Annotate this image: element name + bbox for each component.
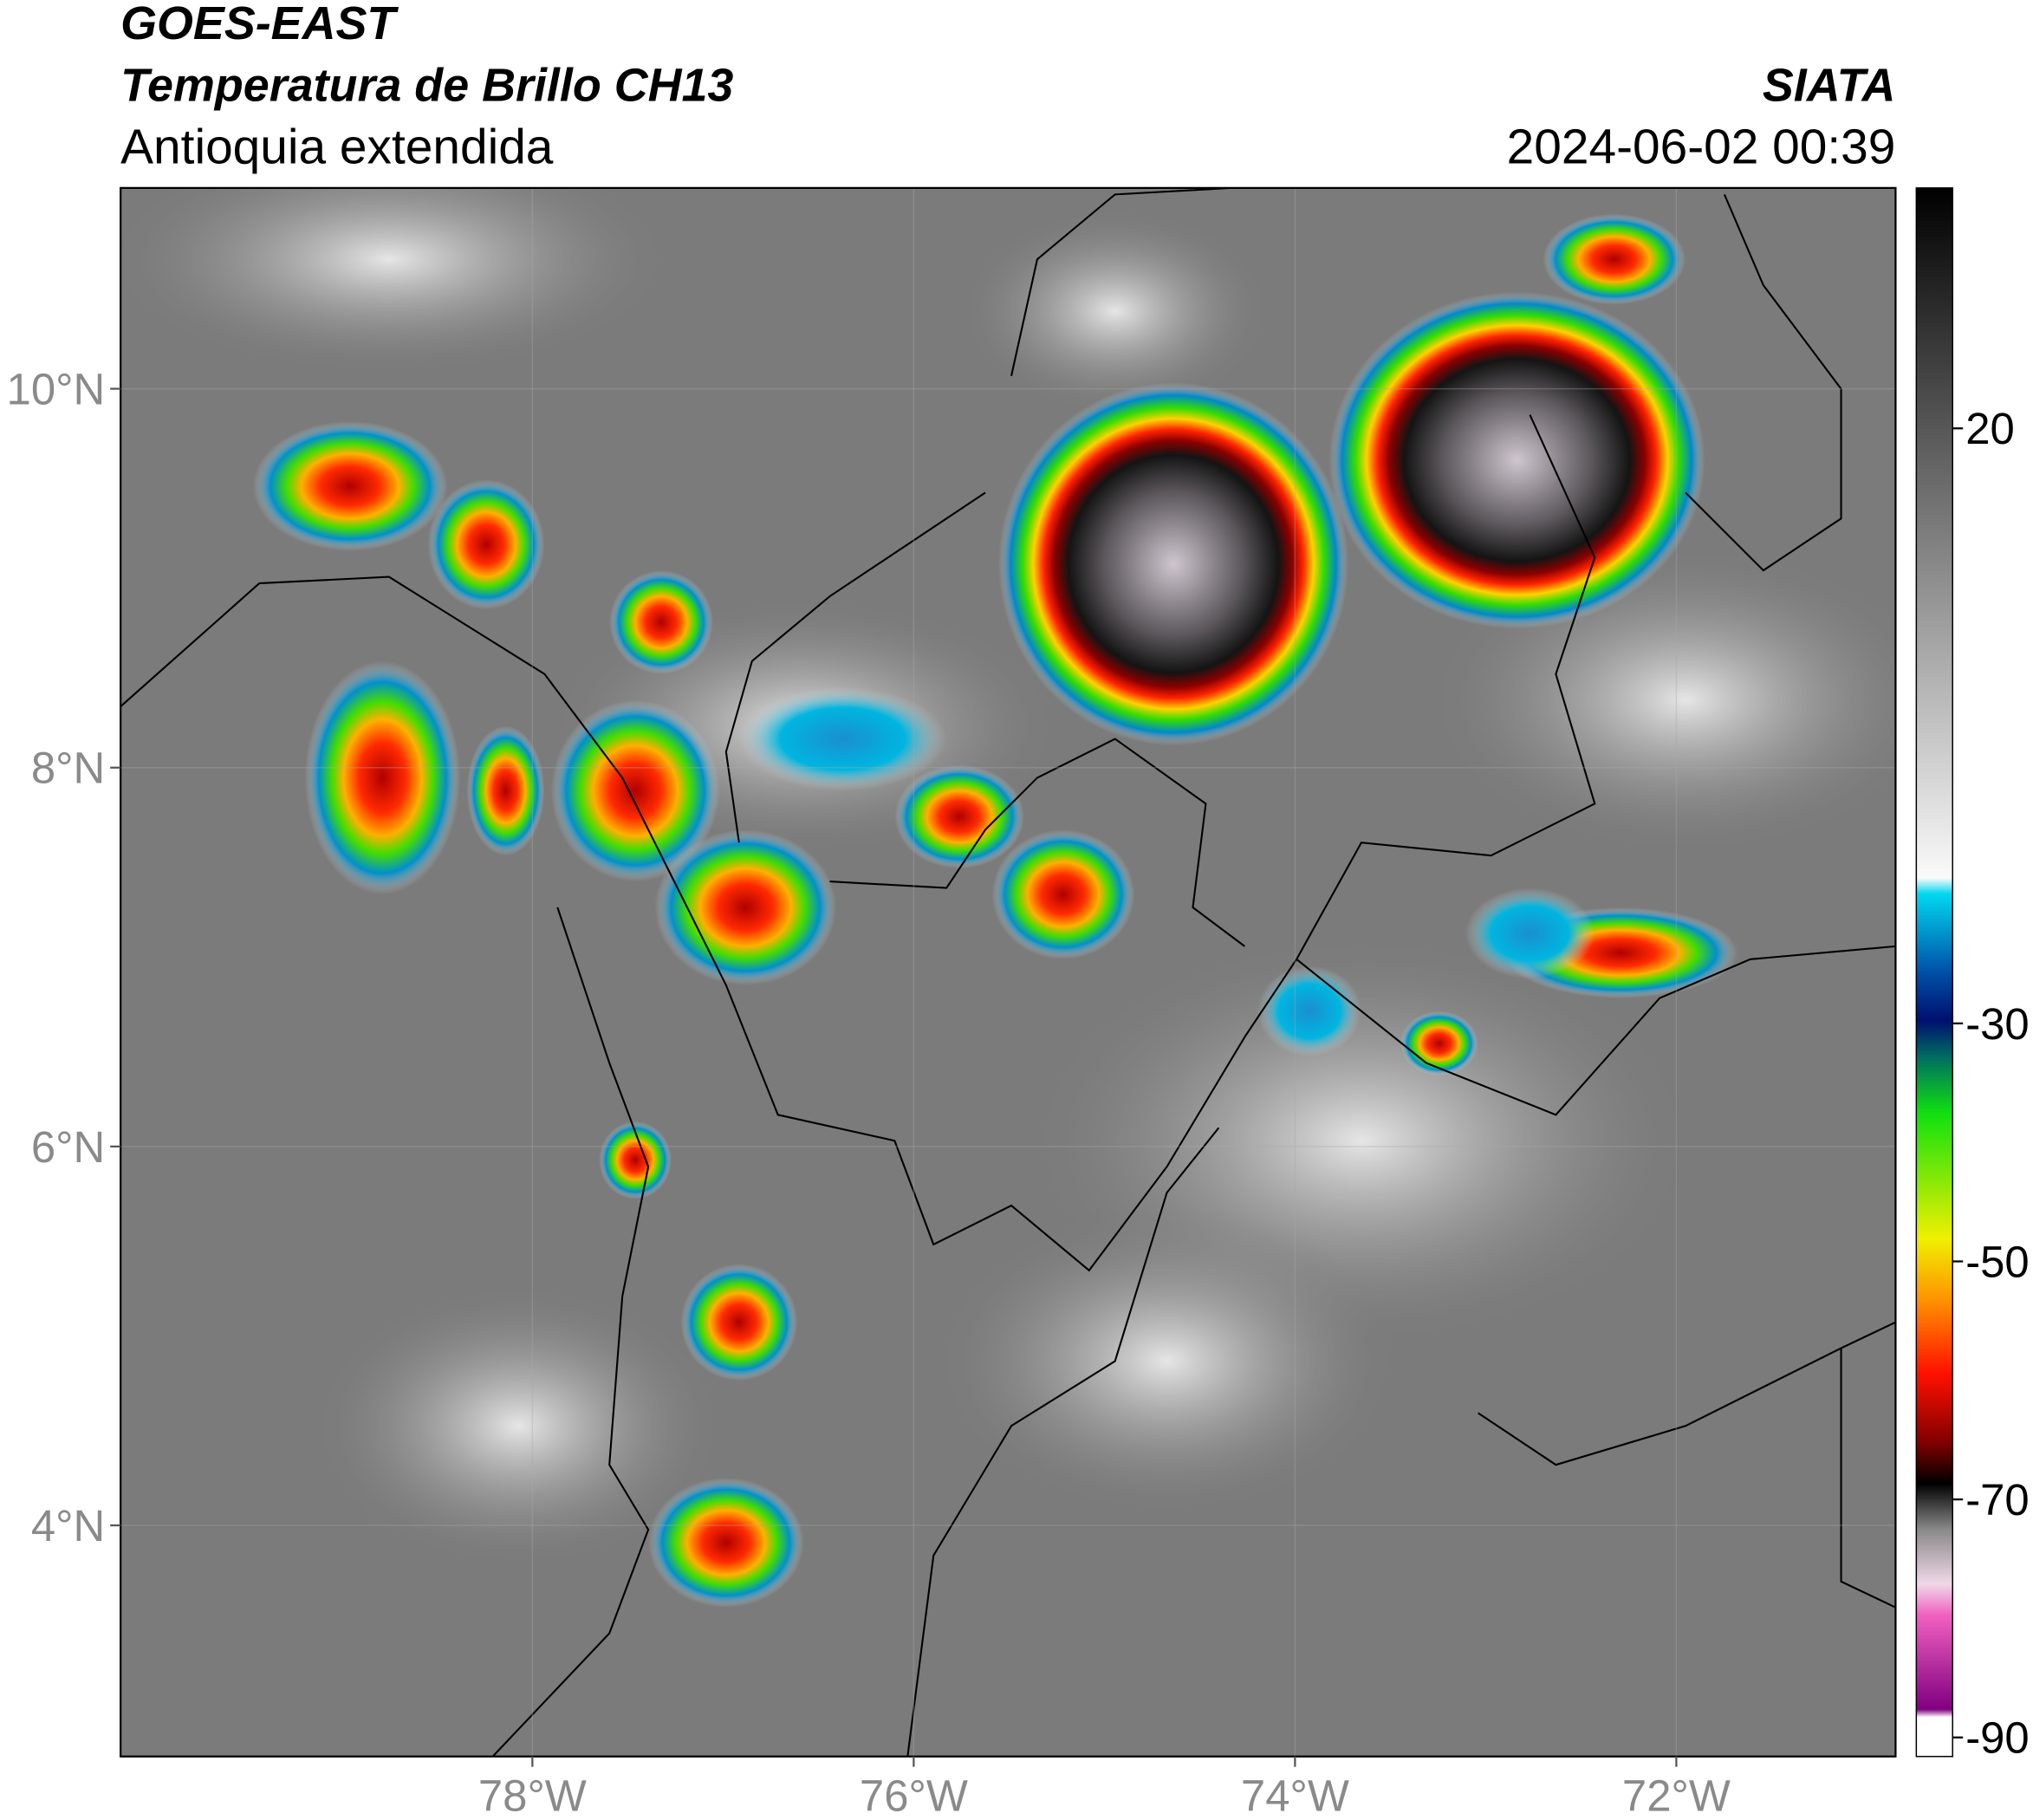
storm — [550, 699, 720, 882]
x-tick-label: 78°W — [478, 1771, 587, 1820]
colorbar-tick-label: 20 — [1965, 404, 2015, 453]
colorbar — [1915, 187, 1953, 1758]
storm — [1257, 965, 1361, 1057]
border — [1010, 187, 1232, 376]
storm — [1543, 213, 1686, 305]
x-tick-label: 76°W — [860, 1771, 968, 1820]
storm — [609, 570, 713, 674]
x-tick-label: 74°W — [1241, 1771, 1349, 1820]
storm — [1328, 291, 1705, 629]
border — [1296, 945, 1896, 1116]
border — [1296, 414, 1596, 960]
map-image — [120, 187, 1896, 1757]
storm — [252, 421, 448, 551]
storm — [654, 829, 837, 985]
border — [491, 907, 650, 1757]
storm — [998, 382, 1349, 746]
grid — [120, 187, 1896, 1757]
border — [829, 738, 1245, 947]
storm — [427, 479, 545, 609]
y-tick-label: 10°N — [7, 365, 106, 414]
border — [120, 575, 1298, 1272]
storm — [466, 725, 545, 856]
storm — [599, 1121, 672, 1199]
colorbar-tick-label: -30 — [1965, 999, 2030, 1049]
title: GOES-EAST — [120, 0, 399, 49]
colorbar-tick-label: -70 — [1965, 1475, 2030, 1524]
y-tick-label: 4°N — [31, 1501, 105, 1550]
region: Antioquia extendida — [120, 120, 554, 174]
colorbar-tick-label: -50 — [1965, 1237, 2030, 1286]
storm — [894, 764, 1024, 869]
storm — [1400, 1011, 1478, 1076]
storm — [680, 1264, 798, 1381]
storm — [1465, 887, 1595, 979]
source: SIATA — [1763, 60, 1896, 112]
subtitle: Temperatura de Brillo CH13 — [120, 60, 733, 112]
cloud — [120, 187, 674, 376]
border — [906, 1127, 1220, 1757]
storm — [648, 1478, 804, 1608]
cloud — [933, 1206, 1400, 1517]
storm — [738, 686, 947, 791]
y-tick-label: 8°N — [31, 744, 105, 793]
storm — [991, 829, 1135, 959]
y-tick-label: 6°N — [31, 1122, 105, 1172]
cloud — [959, 207, 1271, 415]
storm — [304, 660, 461, 895]
datetime: 2024-06-02 00:39 — [1507, 120, 1896, 174]
colorbar-tick-label: -90 — [1965, 1713, 2030, 1763]
map-frame — [120, 186, 1897, 1758]
border — [724, 491, 986, 843]
border — [1840, 1348, 1896, 1609]
border — [1478, 1321, 1896, 1466]
cloud — [311, 1283, 726, 1569]
x-tick-label: 72°W — [1622, 1771, 1731, 1820]
border — [1685, 193, 1842, 572]
